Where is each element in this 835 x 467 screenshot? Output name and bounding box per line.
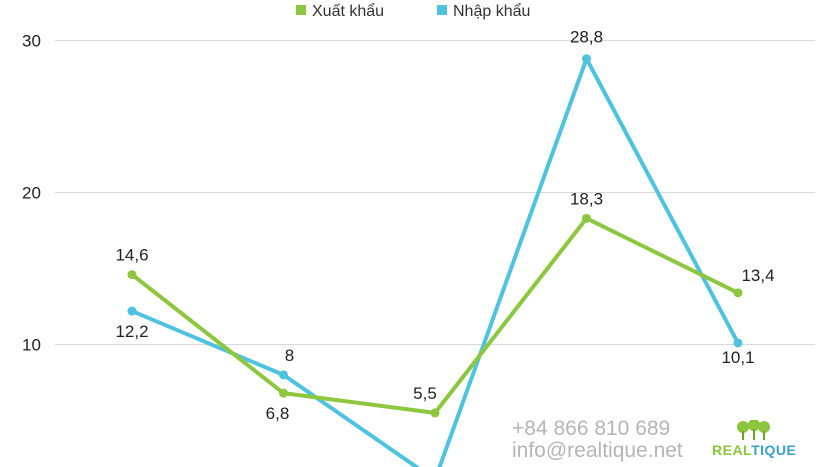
legend-label: Nhập khẩu (453, 2, 530, 20)
legend-swatch (437, 5, 447, 15)
gridlines (55, 40, 815, 345)
legend-swatch (296, 5, 306, 15)
legend-label: Xuất khẩu (312, 2, 384, 20)
data-label: 28,8 (570, 28, 603, 47)
data-point (279, 370, 288, 380)
series-lines (127, 54, 743, 467)
y-tick-label: 20 (22, 184, 41, 203)
tree-icon (737, 420, 770, 440)
data-label: 8 (285, 346, 294, 365)
legend: Xuất khẩu Nhập khẩu (296, 2, 530, 20)
logo-text-real: REAL (712, 442, 752, 458)
y-axis-ticks: 10 20 30 (22, 32, 41, 355)
data-labels: 12,2 8 28,8 10,1 14,6 6,8 5,5 18,3 13,4 (115, 28, 774, 423)
data-label: 18,3 (570, 189, 603, 208)
data-label: 12,2 (115, 322, 148, 341)
data-label: 14,6 (115, 246, 148, 265)
data-point (582, 213, 591, 223)
logo-wordmark: REALTIQUE (712, 442, 796, 458)
data-point (733, 288, 743, 298)
watermark-contact: +84 866 810 689 info@realtique.net (512, 418, 683, 462)
data-point (127, 270, 137, 280)
data-label: 5,5 (413, 384, 437, 403)
y-tick-label: 10 (22, 336, 41, 355)
series-line (130, 56, 740, 467)
watermark-email: info@realtique.net (512, 439, 683, 462)
data-point (127, 306, 137, 316)
data-label: 10,1 (721, 348, 754, 367)
watermark-phone: +84 866 810 689 (512, 417, 671, 440)
data-label: 6,8 (266, 404, 290, 423)
logo-text-tique: TIQUE (751, 442, 797, 458)
data-point (430, 408, 440, 418)
data-point (582, 54, 591, 64)
y-tick-label: 30 (22, 32, 41, 51)
data-point (733, 338, 743, 348)
data-label: 13,4 (741, 266, 774, 285)
data-point (279, 388, 288, 398)
realtique-logo: REALTIQUE (708, 420, 798, 466)
